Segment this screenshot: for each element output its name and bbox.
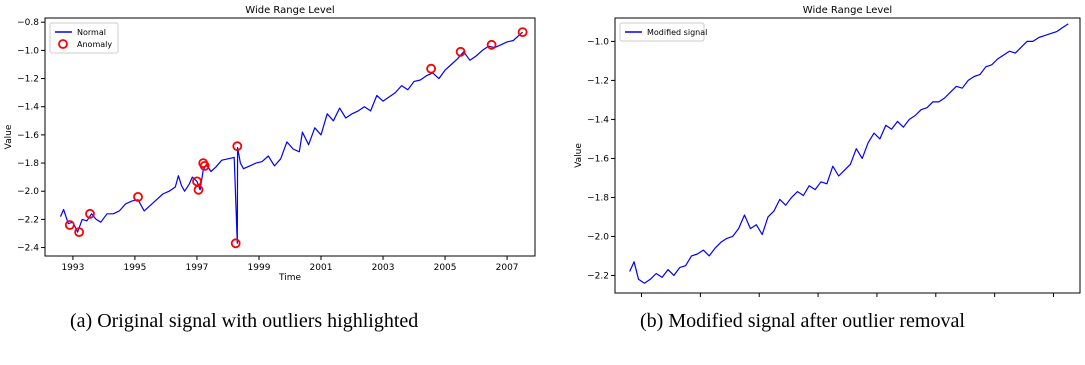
- anomaly-point: [193, 184, 204, 195]
- x-tick-label: 2003: [372, 263, 395, 273]
- y-tick-label: −2.4: [17, 244, 39, 254]
- legend-circle-swatch: [58, 39, 68, 49]
- x-tick-label: 1999: [248, 263, 271, 273]
- chart-panel-original: Wide Range Level 1993 1995 1997 1999 2001 2003…: [0, 0, 540, 300]
- y-tick-label: −1.6: [587, 154, 609, 164]
- y-tick-label: −0.8: [17, 18, 39, 28]
- plot-frame: [614, 17, 1081, 294]
- x-axis-label: Time: [278, 273, 301, 283]
- plot-frame: [44, 17, 536, 257]
- chart-modified-signal: Wide Range Level199319951997199920012003…: [574, 5, 1081, 320]
- x-tick-label: 2001: [310, 263, 333, 273]
- y-tick-label: −1.2: [17, 75, 39, 85]
- y-tick-label: −1.2: [587, 76, 609, 86]
- y-tick-label: −1.8: [17, 159, 39, 169]
- chart-original-signal: Wide Range Level 1993 1995 1997 1999 2001 2003…: [4, 5, 536, 283]
- x-tick-label: 1997: [186, 263, 209, 273]
- anomaly-point: [85, 208, 95, 219]
- y-tick-label: −1.4: [587, 115, 609, 125]
- legend-label: Anomaly: [77, 40, 112, 49]
- caption-original: (a) Original signal with outliers highli…: [70, 310, 419, 332]
- y-tick-label: −1.0: [17, 46, 39, 56]
- y-tick-label: −1.8: [587, 193, 609, 203]
- anomaly-point: [517, 27, 528, 37]
- x-tick-label: 1993: [61, 263, 84, 273]
- chart-title: Wide Range Level: [803, 5, 892, 16]
- anomaly-point: [64, 220, 75, 230]
- anomaly-point: [455, 46, 466, 57]
- anomaly-point: [232, 141, 243, 152]
- y-tick-label: −1.6: [17, 131, 39, 141]
- y-tick-label: −2.2: [587, 271, 609, 281]
- caption-modified: (b) Modified signal after outlier remova…: [640, 310, 965, 332]
- anomaly-point: [74, 227, 84, 238]
- series-line-0: [59, 31, 524, 244]
- chart-panel-modified: Wide Range Level199319951997199920012003…: [560, 0, 1085, 320]
- y-tick-label: −1.0: [587, 37, 609, 47]
- legend-box: [619, 22, 705, 42]
- chart-title: Wide Range Level: [245, 5, 334, 16]
- legend-label: Normal: [77, 28, 106, 37]
- anomaly-point: [426, 63, 437, 74]
- y-axis-label: Value: [4, 124, 14, 149]
- series-line-0: [629, 23, 1069, 284]
- anomaly-point: [230, 238, 241, 249]
- anomaly-point: [133, 191, 143, 202]
- y-tick-label: −1.4: [17, 103, 39, 113]
- y-axis-label: Value: [574, 143, 584, 168]
- y-tick-label: −2.0: [17, 187, 39, 197]
- y-tick-label: −2.0: [587, 232, 609, 242]
- x-tick-label: 1995: [123, 263, 146, 273]
- y-tick-label: −2.2: [17, 215, 39, 225]
- anomaly-point: [486, 39, 497, 50]
- legend-label: Modified signal: [647, 28, 707, 37]
- anomaly-point: [199, 160, 210, 171]
- x-tick-label: 2005: [434, 263, 457, 273]
- legend: Normal Anomaly: [49, 22, 119, 54]
- legend: Modified signal: [619, 22, 707, 42]
- x-tick-label: 2007: [496, 263, 519, 273]
